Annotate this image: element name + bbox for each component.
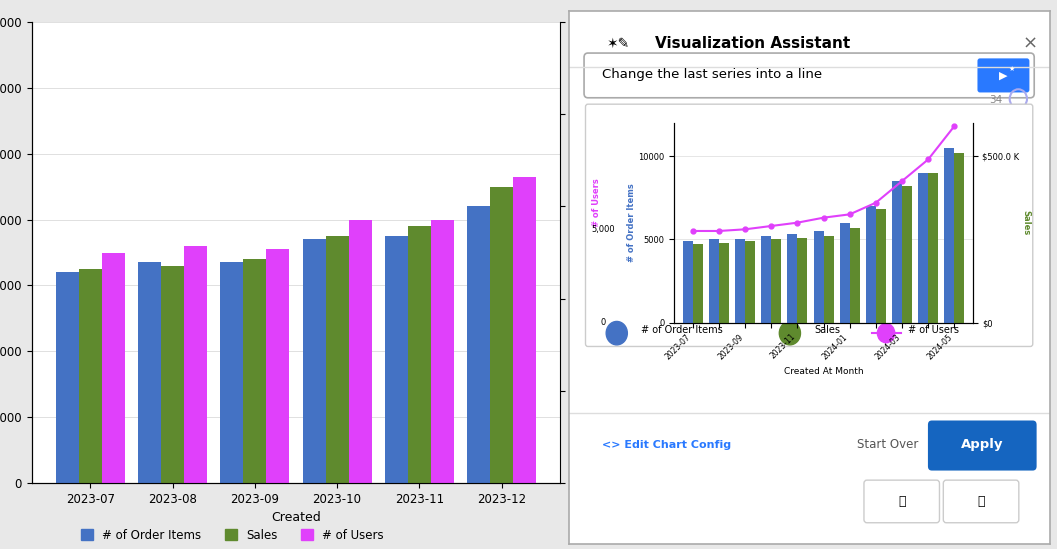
Bar: [797, 238, 808, 322]
Text: 5,000: 5,000: [592, 225, 615, 234]
Bar: [902, 186, 912, 322]
Bar: [761, 236, 772, 322]
Text: 👍: 👍: [898, 495, 906, 508]
Text: ✶✎: ✶✎: [607, 37, 630, 51]
Bar: [839, 223, 850, 322]
Bar: [138, 262, 161, 483]
Bar: [220, 262, 243, 483]
Text: # of Users: # of Users: [592, 178, 601, 227]
Bar: [850, 228, 859, 322]
X-axis label: Created: Created: [271, 512, 321, 524]
Bar: [326, 236, 349, 483]
Bar: [79, 269, 101, 483]
Text: # of Users: # of Users: [908, 326, 959, 335]
Legend: # of Order Items, Sales, # of Users: # of Order Items, Sales, # of Users: [76, 524, 389, 546]
Text: Apply: Apply: [961, 439, 1003, 451]
X-axis label: Created At Month: Created At Month: [783, 367, 864, 376]
Bar: [243, 259, 266, 483]
Bar: [431, 220, 453, 483]
Text: Sales: Sales: [814, 326, 840, 335]
Bar: [736, 239, 745, 322]
Bar: [719, 243, 729, 322]
Bar: [814, 231, 823, 322]
Bar: [56, 272, 79, 483]
Bar: [467, 206, 490, 483]
Bar: [513, 177, 536, 483]
Bar: [866, 206, 876, 322]
Bar: [745, 241, 755, 322]
Y-axis label: # of Order Items: # of Order Items: [627, 183, 635, 262]
Y-axis label: Sales: Sales: [1022, 210, 1031, 236]
Bar: [161, 266, 184, 483]
FancyBboxPatch shape: [864, 480, 940, 523]
Text: ×: ×: [1023, 35, 1038, 53]
FancyBboxPatch shape: [978, 58, 1030, 92]
Bar: [772, 239, 781, 322]
Bar: [101, 253, 125, 483]
Bar: [266, 249, 290, 483]
Text: ▶: ▶: [999, 70, 1007, 80]
FancyBboxPatch shape: [585, 53, 1034, 98]
Bar: [349, 220, 372, 483]
Bar: [787, 234, 797, 322]
Bar: [944, 148, 954, 322]
Bar: [385, 236, 408, 483]
Bar: [876, 209, 886, 322]
Bar: [683, 241, 692, 322]
Bar: [302, 239, 326, 483]
Text: Visualization Assistant: Visualization Assistant: [655, 36, 851, 52]
FancyBboxPatch shape: [586, 104, 1033, 346]
Text: 34: 34: [989, 96, 1003, 105]
Bar: [892, 181, 902, 322]
Circle shape: [606, 322, 628, 345]
Text: Change the last series into a line: Change the last series into a line: [602, 68, 822, 81]
Circle shape: [877, 323, 894, 343]
Circle shape: [779, 322, 800, 345]
FancyBboxPatch shape: [928, 421, 1037, 470]
Bar: [919, 173, 928, 322]
Bar: [408, 226, 431, 483]
Bar: [954, 153, 964, 322]
Bar: [692, 244, 703, 322]
Bar: [709, 239, 719, 322]
Bar: [184, 246, 207, 483]
Y-axis label: # of Order Items: # of Order Items: [612, 194, 626, 311]
Text: Start Over: Start Over: [857, 439, 919, 451]
FancyBboxPatch shape: [943, 480, 1019, 523]
Bar: [490, 187, 513, 483]
Bar: [928, 173, 939, 322]
Text: 👎: 👎: [978, 495, 985, 508]
Text: # of Order Items: # of Order Items: [641, 326, 723, 335]
Text: <> Edit Chart Config: <> Edit Chart Config: [602, 440, 731, 450]
Text: 0: 0: [600, 318, 606, 327]
Bar: [823, 236, 834, 322]
Text: ★: ★: [1008, 66, 1015, 72]
